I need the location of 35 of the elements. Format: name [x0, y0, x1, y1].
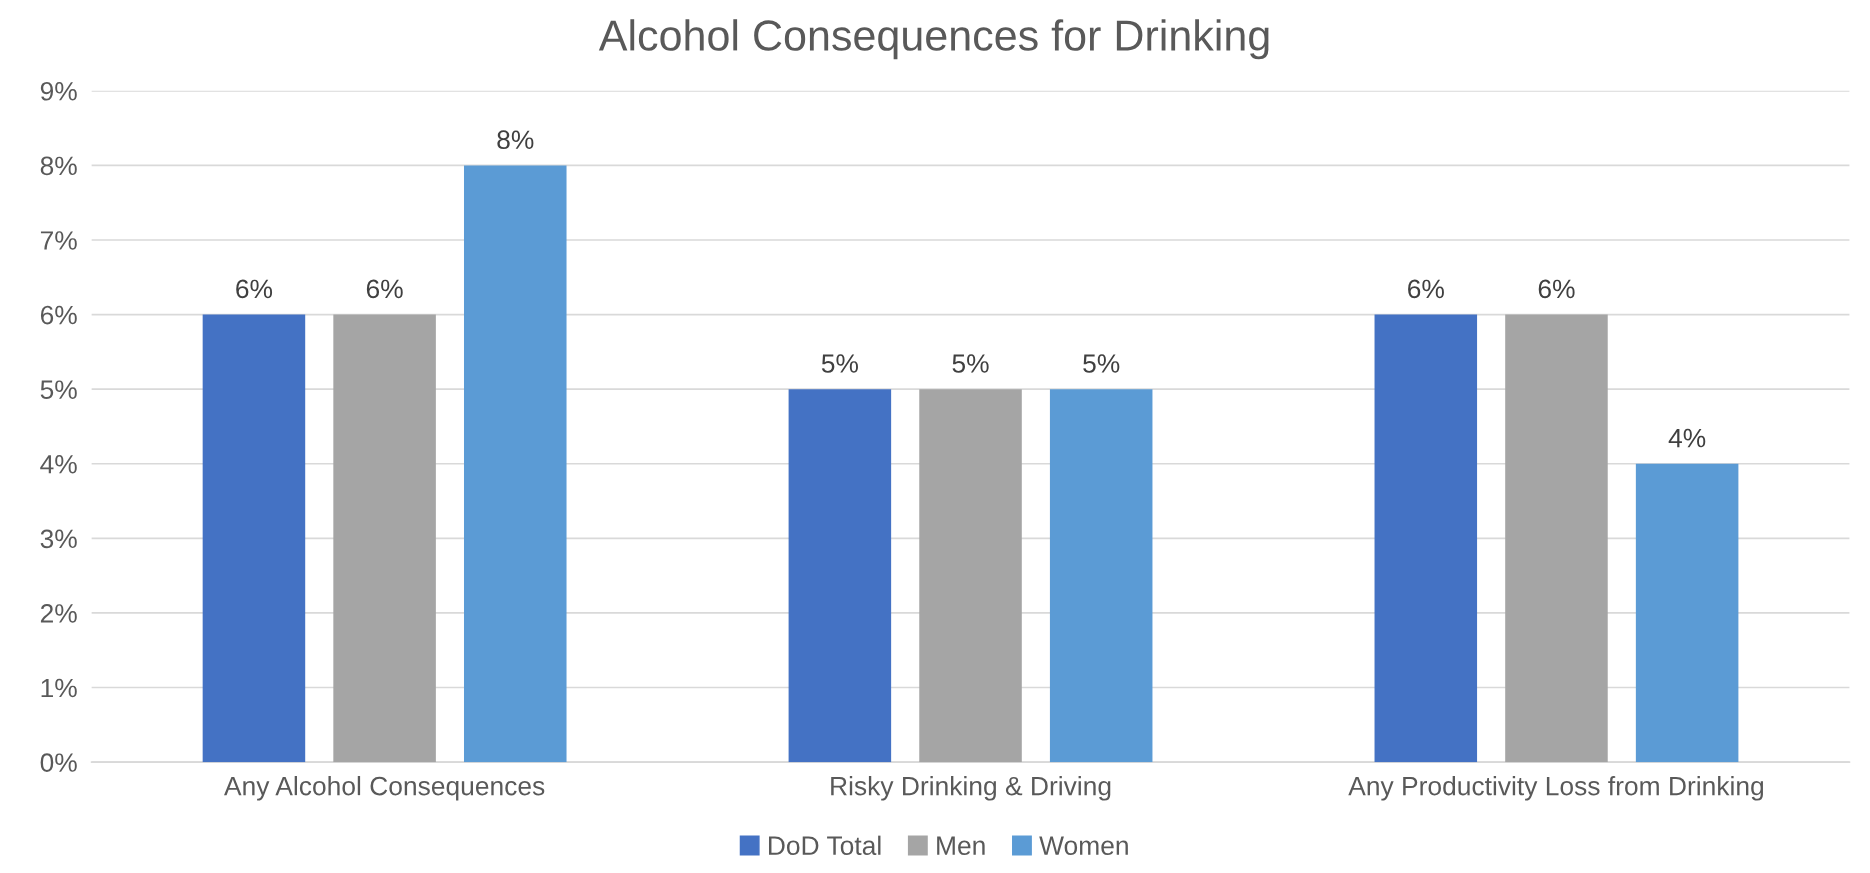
y-tick-label: 3% [40, 529, 77, 549]
bar [1505, 314, 1608, 763]
x-tick-label: Risky Drinking & Driving [831, 776, 1111, 801]
y-tick-label: 9% [40, 81, 77, 101]
x-tick-label: Any Productivity Loss from Drinking [1348, 776, 1764, 801]
data-label: 6% [366, 279, 403, 299]
chart-title: Alcohol Consequences for Drinking [598, 19, 1269, 60]
y-tick-label: 2% [40, 604, 77, 623]
data-label: 6% [1538, 279, 1575, 299]
legend-label: DoD Total [769, 835, 881, 856]
bar [202, 314, 306, 763]
y-tick-label: 6% [40, 305, 77, 325]
y-tick-label: 5% [40, 380, 77, 399]
y-tick-label: 8% [40, 156, 77, 176]
data-label: 4% [1668, 428, 1706, 448]
legend-label: Men [937, 836, 985, 856]
bar [463, 165, 567, 763]
bar [1635, 463, 1739, 763]
bar [1049, 389, 1153, 763]
bar [333, 314, 436, 763]
data-label: 6% [236, 279, 273, 299]
y-tick-label: 0% [40, 753, 77, 772]
bar [1374, 314, 1478, 763]
bar [788, 389, 892, 763]
y-tick-label: 1% [41, 678, 77, 698]
data-label: 8% [497, 130, 534, 150]
bar [919, 389, 1022, 763]
data-label: 6% [1408, 279, 1444, 299]
data-label: 5% [1083, 354, 1120, 373]
x-tick-label: Any Alcohol Consequences [224, 776, 545, 801]
data-label: 5% [952, 354, 989, 373]
y-tick-label: 7% [40, 231, 77, 250]
y-tick-label: 4% [40, 455, 77, 474]
data-label: 5% [821, 354, 858, 373]
legend-label: Women [1039, 836, 1128, 856]
